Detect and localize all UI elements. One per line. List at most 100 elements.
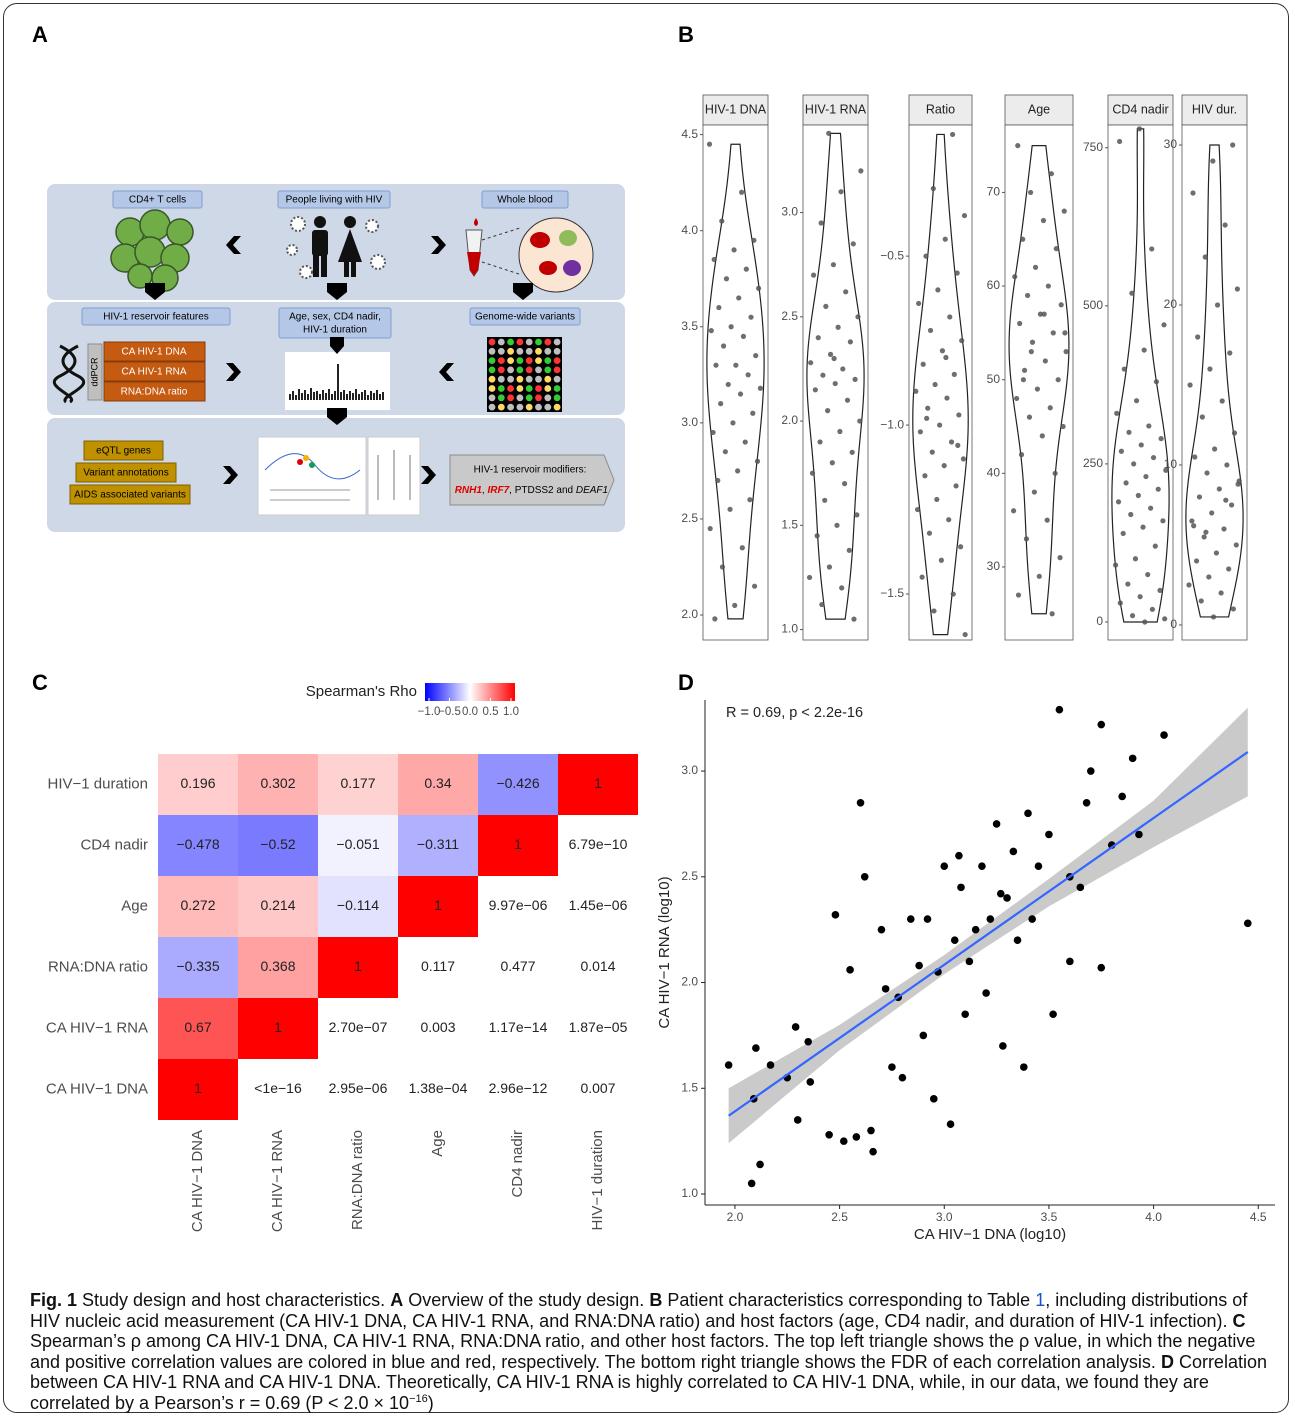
- caption-text: Overview of the study design.: [403, 1290, 649, 1310]
- data-point: [1162, 616, 1167, 621]
- data-point: [1234, 542, 1239, 547]
- data-point: [1028, 915, 1036, 923]
- y-tick-label: 30: [987, 559, 1001, 573]
- data-point: [834, 523, 839, 528]
- data-point: [741, 334, 746, 339]
- data-point: [1035, 862, 1043, 870]
- data-point: [1025, 293, 1030, 298]
- y-tick-label: 2.0: [681, 975, 698, 989]
- data-point: [840, 1137, 848, 1145]
- data-point: [1244, 920, 1252, 928]
- caption-text: Spearman’s ρ among CA HIV-1 DNA, CA HIV-…: [30, 1331, 1255, 1372]
- data-point: [720, 564, 725, 569]
- data-point: [940, 862, 948, 870]
- y-tick-label: 3.0: [681, 763, 698, 777]
- array-dot: [554, 394, 561, 401]
- data-point: [951, 591, 956, 596]
- facet-panel: [1182, 125, 1247, 640]
- data-point: [1211, 614, 1216, 619]
- data-point: [1235, 286, 1240, 291]
- array-dot: [498, 348, 505, 355]
- array-dot: [544, 348, 551, 355]
- data-point: [840, 366, 845, 371]
- data-point: [1191, 523, 1196, 528]
- cell-value-label: 0.67: [184, 1019, 211, 1035]
- virus-icons-circle: [287, 245, 297, 255]
- caption-bold: A: [390, 1290, 403, 1310]
- y-tick-label: −1.5: [880, 586, 904, 600]
- data-point: [807, 575, 812, 580]
- data-point: [715, 478, 720, 483]
- row-label: RNA:DNA ratio: [48, 958, 148, 975]
- array-dot: [526, 339, 533, 346]
- people-icon-circle: [314, 216, 326, 228]
- data-point: [961, 456, 966, 461]
- array-dot: [535, 376, 542, 383]
- data-point: [716, 305, 721, 310]
- data-point: [816, 335, 821, 340]
- caption-link[interactable]: 1: [1035, 1290, 1045, 1310]
- panel-letter: C: [32, 670, 48, 695]
- data-point: [934, 497, 939, 502]
- data-point: [837, 429, 842, 434]
- cell-value-label: −0.311: [417, 836, 459, 852]
- caption-text: Patient characteristics corresponding to…: [662, 1290, 1035, 1310]
- data-point: [1192, 454, 1197, 459]
- data-point: [748, 315, 753, 320]
- data-point: [825, 1131, 833, 1139]
- facet-title: Age: [1028, 102, 1050, 116]
- row-label: CA HIV−1 DNA: [46, 1080, 148, 1097]
- data-point: [1200, 414, 1205, 419]
- data-point: [1224, 462, 1229, 467]
- array-dot: [535, 357, 542, 364]
- data-point: [747, 497, 752, 502]
- data-point: [1057, 555, 1062, 560]
- result-thumbnails-circle: [303, 455, 309, 461]
- data-point: [1056, 377, 1061, 382]
- data-point: [861, 873, 869, 881]
- y-tick-label: 500: [1083, 298, 1103, 312]
- cell-value-label: 0.196: [180, 775, 215, 791]
- x-tick-label: 4.5: [1250, 1210, 1267, 1224]
- data-point: [957, 884, 965, 892]
- result-title: HIV-1 reservoir modifiers:: [474, 465, 587, 476]
- data-point: [1024, 810, 1032, 818]
- data-point: [857, 418, 862, 423]
- data-point: [1054, 246, 1059, 251]
- gene: DEAF1: [576, 485, 608, 496]
- data-point: [827, 564, 832, 569]
- data-point: [1050, 611, 1055, 616]
- column-label: CA HIV−1 RNA: [269, 1130, 286, 1232]
- cell-value-label: 1: [514, 836, 522, 852]
- y-tick-label: 250: [1083, 456, 1103, 470]
- data-point: [1128, 512, 1133, 517]
- data-point: [923, 254, 928, 259]
- data-point: [1121, 531, 1126, 536]
- data-point: [943, 237, 948, 242]
- data-point: [721, 343, 726, 348]
- virus-icons-circle: [291, 217, 305, 231]
- result-thumbnails: [258, 437, 420, 515]
- data-point: [743, 439, 748, 444]
- data-point: [848, 339, 853, 344]
- data-point: [756, 286, 761, 291]
- data-point: [1049, 1010, 1057, 1018]
- array-dot: [517, 376, 524, 383]
- data-point: [935, 287, 940, 292]
- array-dot: [507, 357, 514, 364]
- data-point: [1194, 558, 1199, 563]
- y-tick-label: 70: [987, 185, 1001, 199]
- y-tick-label: 1.0: [681, 1186, 698, 1200]
- data-point: [756, 1161, 764, 1169]
- data-point: [882, 985, 890, 993]
- data-point: [1154, 379, 1159, 384]
- array-dot: [544, 394, 551, 401]
- data-point: [962, 213, 967, 218]
- array-dot: [498, 376, 505, 383]
- data-point: [1118, 793, 1126, 801]
- array-dot: [489, 339, 496, 346]
- data-point: [1020, 1063, 1028, 1071]
- data-point: [729, 324, 734, 329]
- array-dot: [489, 404, 496, 411]
- array-dot: [507, 376, 514, 383]
